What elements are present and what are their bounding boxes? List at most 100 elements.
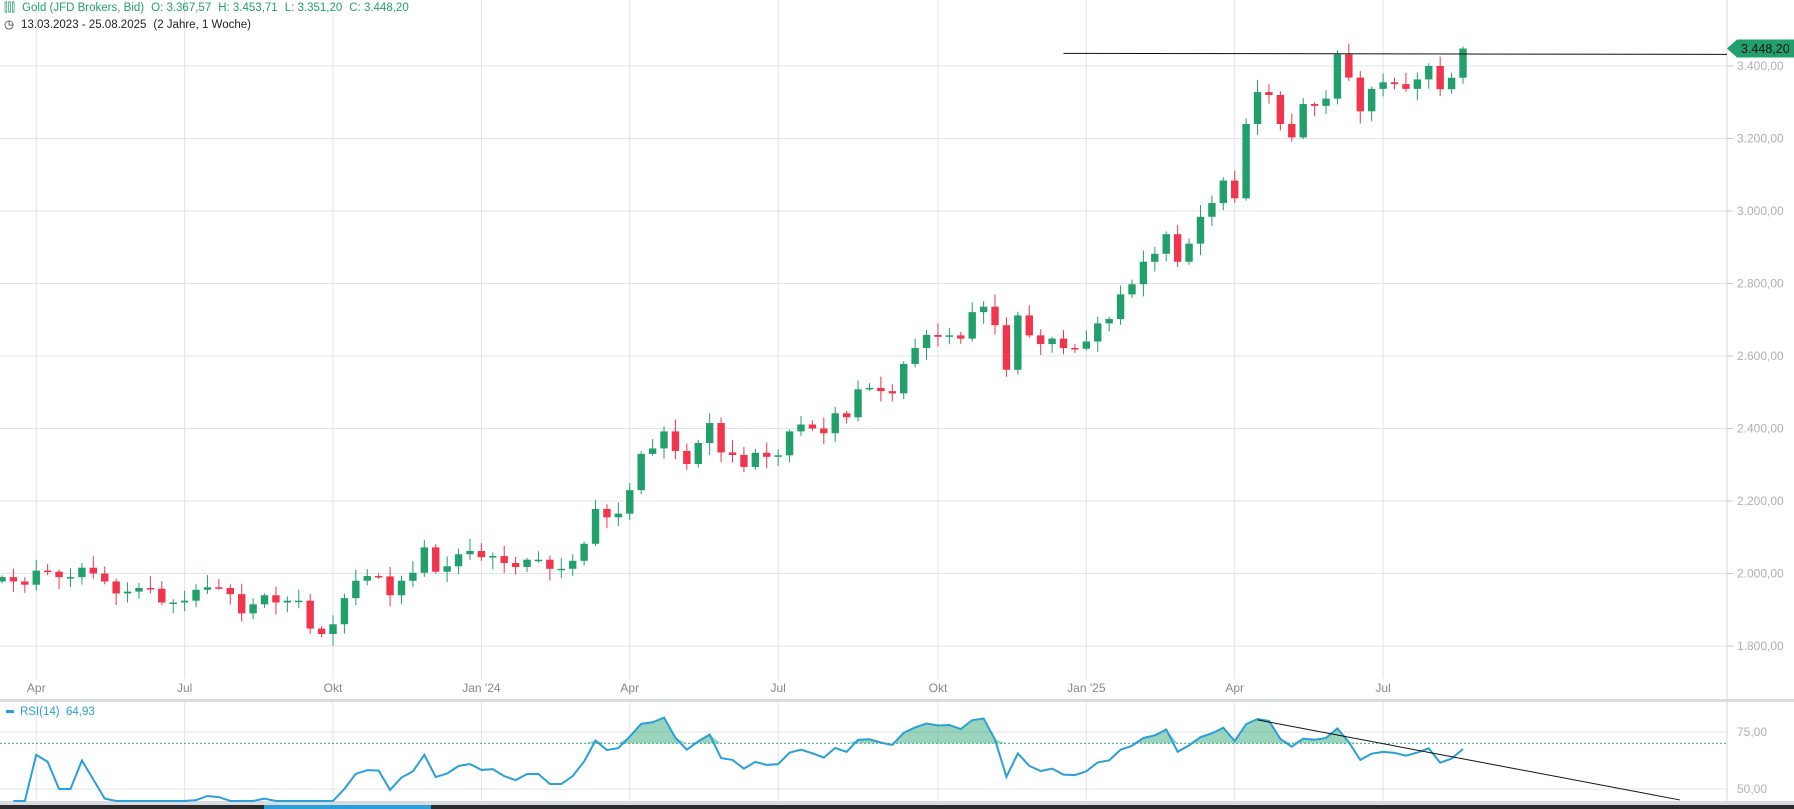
candle-body xyxy=(101,573,109,582)
candle-body xyxy=(260,595,269,605)
candle-body xyxy=(968,312,976,339)
candle-body xyxy=(1082,341,1091,349)
candle-body xyxy=(831,413,839,434)
candle-body xyxy=(1265,92,1273,95)
candle-body xyxy=(237,594,246,614)
candle-body xyxy=(192,589,200,601)
candle-body xyxy=(1379,82,1387,89)
candle-body xyxy=(135,588,143,592)
candle-body xyxy=(340,598,349,625)
candle-body xyxy=(751,452,760,467)
candle-body xyxy=(957,335,965,339)
candle-body xyxy=(534,559,543,562)
candle-body xyxy=(1014,315,1022,370)
candle-body xyxy=(1402,84,1410,89)
candle-body xyxy=(546,559,554,569)
last-price-badge xyxy=(1727,39,1794,58)
candle-body xyxy=(374,576,383,578)
price-tick-label: 3.400,00 xyxy=(1737,59,1784,73)
candle-body xyxy=(1288,124,1296,138)
candle-body xyxy=(1002,325,1011,370)
candle-body xyxy=(329,624,337,635)
time-tick-label: Jul xyxy=(1375,681,1390,695)
candle-body xyxy=(386,576,394,596)
candle-body xyxy=(32,570,40,585)
candle-body xyxy=(249,604,257,614)
candle-body xyxy=(352,580,360,599)
pane-bottom xyxy=(0,801,1794,805)
candle-body xyxy=(785,431,794,456)
candle-body xyxy=(979,306,988,313)
candle-body xyxy=(203,587,212,590)
candle-body xyxy=(614,513,623,518)
time-tick-label: Okt xyxy=(929,681,948,695)
time-tick-label: Jan '25 xyxy=(1067,681,1106,695)
price-tick-label: 2.200,00 xyxy=(1737,494,1784,508)
rsi-tick-label: 75,00 xyxy=(1737,725,1767,739)
candle-body xyxy=(397,580,406,596)
candle-body xyxy=(226,588,234,595)
candle-body xyxy=(717,423,725,453)
candle-body xyxy=(637,453,645,491)
candle-body xyxy=(900,363,908,394)
candle-body xyxy=(1128,284,1136,295)
candle-body xyxy=(1459,48,1467,78)
date-range: ◷ 13.03.2023 - 25.08.2025 (2 Jahre, 1 Woch… xyxy=(4,17,258,31)
candle-body xyxy=(454,554,463,567)
candle-body xyxy=(489,556,497,558)
candle-body xyxy=(648,448,657,454)
candle-body xyxy=(808,424,817,429)
candle-body xyxy=(820,428,828,434)
candle-body xyxy=(363,576,371,581)
candle-body xyxy=(123,591,132,594)
candle-body xyxy=(215,587,223,589)
candle-body xyxy=(603,508,611,518)
candle-body xyxy=(705,423,714,443)
candle-body xyxy=(420,547,429,573)
candle-body xyxy=(1356,77,1364,112)
candle-body xyxy=(660,431,668,449)
candle-body xyxy=(1425,66,1433,80)
rsi-overbought-fill xyxy=(13,717,1463,744)
candle-body xyxy=(934,334,942,337)
open-value: O: 3.367,57 xyxy=(151,2,212,14)
candle-body xyxy=(21,581,29,585)
resistance-trendline xyxy=(1063,52,1728,55)
price-tick-label: 2.600,00 xyxy=(1737,349,1784,363)
candle-body xyxy=(569,560,577,569)
candle-body xyxy=(865,387,874,390)
candle-body xyxy=(432,547,440,572)
candle-body xyxy=(1071,348,1079,350)
candle-body xyxy=(797,424,805,432)
candle-body xyxy=(443,566,451,572)
scrollbar-thumb[interactable] xyxy=(264,805,431,809)
candle-body xyxy=(1139,261,1148,285)
candle-body xyxy=(888,391,896,394)
clock-icon: ◷ xyxy=(4,19,15,31)
high-value: H: 3.453,71 xyxy=(218,2,278,14)
rsi-legend[interactable]: RSI(14) 64,93 xyxy=(6,706,95,718)
candle-body xyxy=(112,581,120,594)
candle-body xyxy=(1242,124,1250,199)
candle-body xyxy=(1208,203,1216,217)
period-text: (2 Jahre, 1 Woche) xyxy=(153,19,251,31)
candle-body xyxy=(945,335,954,337)
candle-body xyxy=(1299,104,1307,138)
candle-body xyxy=(272,595,280,603)
rsi-swatch xyxy=(6,710,14,714)
candle-body xyxy=(626,490,634,514)
price-tick-label: 1.800,00 xyxy=(1737,639,1784,653)
time-tick-label: Apr xyxy=(1225,681,1244,695)
candle-body xyxy=(66,577,75,579)
candle-body xyxy=(842,413,851,418)
price-tick-label: 2.400,00 xyxy=(1737,422,1784,436)
candle-body xyxy=(683,450,691,465)
candle-body xyxy=(1447,77,1456,90)
timeline-scrollbar[interactable] xyxy=(0,805,1794,809)
candle-body xyxy=(1185,243,1193,262)
time-tick-label: Okt xyxy=(324,681,343,695)
rsi-line xyxy=(13,716,1464,802)
candle-body xyxy=(1367,88,1376,112)
candle-body xyxy=(511,562,520,567)
